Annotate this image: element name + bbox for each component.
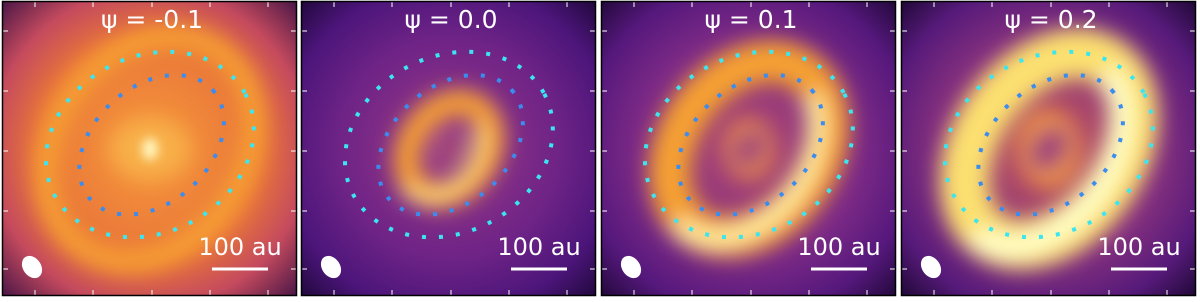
cavity [731,129,767,169]
ring [393,89,505,209]
inner-orbit [376,73,525,217]
ring-highlight [942,44,1134,258]
emission [648,40,850,258]
scale-label: 100 au [797,233,880,261]
emission [389,89,505,209]
frame [900,0,1197,297]
panel-title: ψ = 0.2 [1004,5,1097,34]
inner-orbit [676,73,825,217]
panel-title: ψ = -0.1 [101,5,203,34]
cavity [434,133,464,165]
beam [21,255,43,279]
ring [35,25,265,273]
core-spot [142,138,158,160]
panel-image: 100 au ψ = -0.1 [2,1,297,296]
inner-orbit [976,73,1125,217]
panel-title: ψ = 0.1 [704,5,797,34]
outer-orbit [43,49,256,240]
panel: 100 au ψ = -0.1 [1,0,298,297]
outer-orbit [342,49,555,240]
scale-label: 100 au [198,233,281,261]
frame [1,0,298,297]
beam [920,255,942,279]
emission [939,28,1159,270]
cavity [1027,125,1071,173]
panel-image: 100 au ψ = 0.0 [301,1,596,296]
outer-orbit [642,49,855,240]
scale-label: 100 au [497,233,580,261]
panel: 100 au ψ = 0.1 [600,0,897,297]
beam [620,255,642,279]
panel: 100 au ψ = 0.0 [300,0,597,297]
frame [600,0,897,297]
panel: 100 au ψ = 0.2 [900,0,1197,297]
ring-highlight [649,53,827,248]
frame [300,0,597,297]
inner-orbit [77,73,226,217]
outer-orbit [942,49,1155,240]
beam [320,255,342,279]
panel-image: 100 au ψ = 0.2 [901,1,1196,296]
scale-label: 100 au [1097,233,1180,261]
ring-highlight [389,98,487,204]
panel-title: ψ = 0.0 [404,5,497,34]
panel-image: 100 au ψ = 0.1 [601,1,896,296]
